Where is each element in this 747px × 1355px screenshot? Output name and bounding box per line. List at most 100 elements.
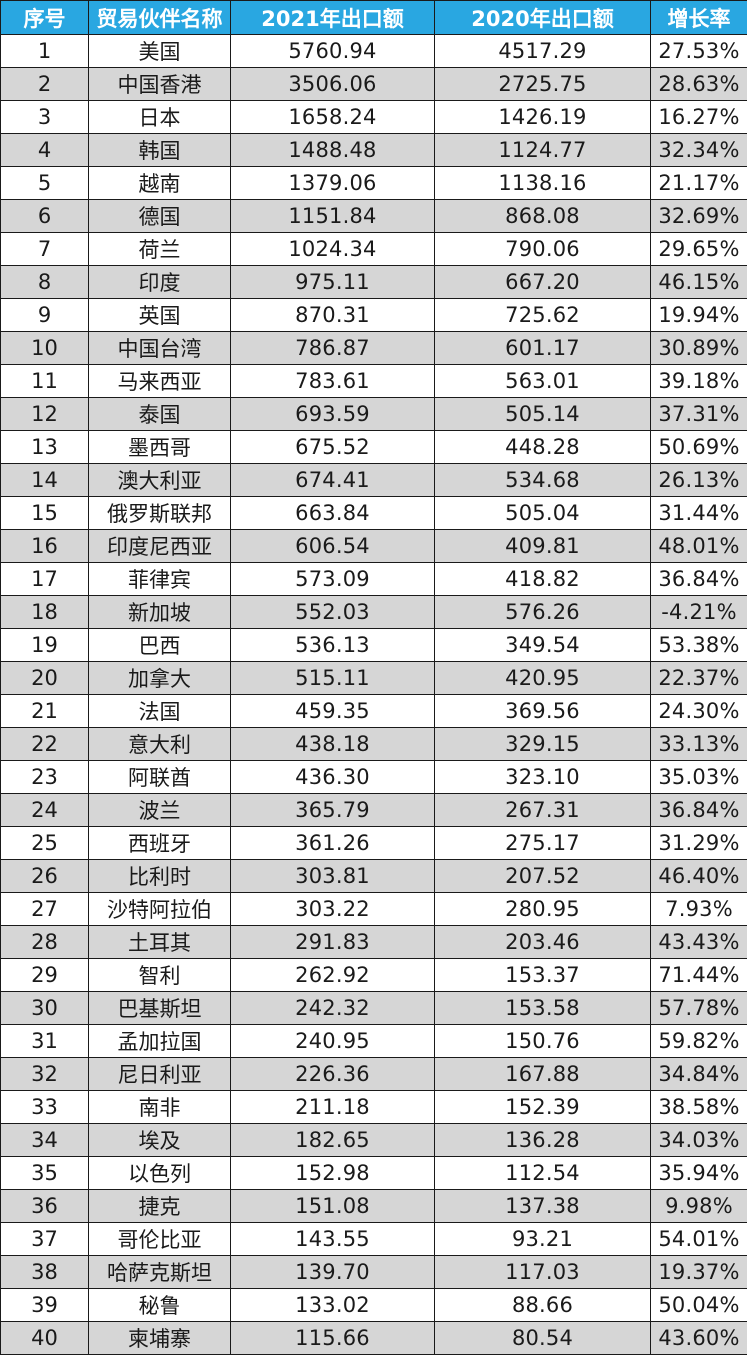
cell-rank: 17 bbox=[1, 563, 89, 596]
cell-export-2021: 975.11 bbox=[231, 266, 435, 299]
cell-rank: 7 bbox=[1, 233, 89, 266]
cell-partner-name: 德国 bbox=[89, 200, 231, 233]
cell-export-2021: 459.35 bbox=[231, 695, 435, 728]
cell-rank: 39 bbox=[1, 1289, 89, 1322]
cell-export-2021: 783.61 bbox=[231, 365, 435, 398]
cell-rank: 33 bbox=[1, 1091, 89, 1124]
header-export-2021: 2021年出口额 bbox=[231, 1, 435, 35]
cell-growth-rate: 30.89% bbox=[651, 332, 747, 365]
cell-growth-rate: 36.84% bbox=[651, 563, 747, 596]
cell-export-2020: 349.54 bbox=[435, 629, 651, 662]
cell-export-2020: 601.17 bbox=[435, 332, 651, 365]
cell-growth-rate: 48.01% bbox=[651, 530, 747, 563]
cell-partner-name: 以色列 bbox=[89, 1157, 231, 1190]
cell-export-2021: 1488.48 bbox=[231, 134, 435, 167]
cell-partner-name: 西班牙 bbox=[89, 827, 231, 860]
cell-growth-rate: 38.58% bbox=[651, 1091, 747, 1124]
cell-export-2020: 150.76 bbox=[435, 1025, 651, 1058]
cell-partner-name: 印度 bbox=[89, 266, 231, 299]
cell-partner-name: 中国台湾 bbox=[89, 332, 231, 365]
cell-rank: 35 bbox=[1, 1157, 89, 1190]
cell-export-2020: 505.04 bbox=[435, 497, 651, 530]
cell-export-2021: 1151.84 bbox=[231, 200, 435, 233]
cell-rank: 40 bbox=[1, 1322, 89, 1355]
cell-export-2020: 88.66 bbox=[435, 1289, 651, 1322]
cell-export-2020: 725.62 bbox=[435, 299, 651, 332]
cell-growth-rate: 46.15% bbox=[651, 266, 747, 299]
cell-growth-rate: 53.38% bbox=[651, 629, 747, 662]
cell-growth-rate: 32.69% bbox=[651, 200, 747, 233]
cell-partner-name: 美国 bbox=[89, 35, 231, 68]
cell-export-2020: 563.01 bbox=[435, 365, 651, 398]
cell-partner-name: 秘鲁 bbox=[89, 1289, 231, 1322]
cell-export-2021: 675.52 bbox=[231, 431, 435, 464]
cell-growth-rate: 29.65% bbox=[651, 233, 747, 266]
cell-export-2020: 275.17 bbox=[435, 827, 651, 860]
cell-export-2020: 4517.29 bbox=[435, 35, 651, 68]
cell-partner-name: 哥伦比亚 bbox=[89, 1223, 231, 1256]
cell-partner-name: 孟加拉国 bbox=[89, 1025, 231, 1058]
cell-partner-name: 俄罗斯联邦 bbox=[89, 497, 231, 530]
cell-partner-name: 巴西 bbox=[89, 629, 231, 662]
header-export-2020: 2020年出口额 bbox=[435, 1, 651, 35]
cell-growth-rate: 46.40% bbox=[651, 860, 747, 893]
cell-growth-rate: 54.01% bbox=[651, 1223, 747, 1256]
cell-rank: 22 bbox=[1, 728, 89, 761]
cell-rank: 10 bbox=[1, 332, 89, 365]
cell-export-2020: 167.88 bbox=[435, 1058, 651, 1091]
cell-partner-name: 菲律宾 bbox=[89, 563, 231, 596]
cell-partner-name: 波兰 bbox=[89, 794, 231, 827]
cell-export-2021: 515.11 bbox=[231, 662, 435, 695]
cell-export-2020: 448.28 bbox=[435, 431, 651, 464]
cell-rank: 37 bbox=[1, 1223, 89, 1256]
cell-rank: 14 bbox=[1, 464, 89, 497]
cell-rank: 26 bbox=[1, 860, 89, 893]
cell-export-2020: 409.81 bbox=[435, 530, 651, 563]
cell-rank: 23 bbox=[1, 761, 89, 794]
cell-export-2020: 868.08 bbox=[435, 200, 651, 233]
cell-export-2020: 1124.77 bbox=[435, 134, 651, 167]
cell-export-2021: 536.13 bbox=[231, 629, 435, 662]
cell-growth-rate: 22.37% bbox=[651, 662, 747, 695]
cell-rank: 21 bbox=[1, 695, 89, 728]
cell-growth-rate: 32.34% bbox=[651, 134, 747, 167]
cell-rank: 32 bbox=[1, 1058, 89, 1091]
cell-partner-name: 柬埔寨 bbox=[89, 1322, 231, 1355]
cell-rank: 15 bbox=[1, 497, 89, 530]
cell-export-2021: 693.59 bbox=[231, 398, 435, 431]
cell-export-2020: 667.20 bbox=[435, 266, 651, 299]
cell-partner-name: 日本 bbox=[89, 101, 231, 134]
cell-export-2020: 153.58 bbox=[435, 992, 651, 1025]
cell-growth-rate: 50.69% bbox=[651, 431, 747, 464]
cell-export-2021: 870.31 bbox=[231, 299, 435, 332]
cell-rank: 12 bbox=[1, 398, 89, 431]
cell-partner-name: 埃及 bbox=[89, 1124, 231, 1157]
cell-export-2021: 242.32 bbox=[231, 992, 435, 1025]
cell-growth-rate: 50.04% bbox=[651, 1289, 747, 1322]
cell-rank: 16 bbox=[1, 530, 89, 563]
cell-export-2021: 552.03 bbox=[231, 596, 435, 629]
cell-growth-rate: 34.84% bbox=[651, 1058, 747, 1091]
cell-export-2020: 576.26 bbox=[435, 596, 651, 629]
cell-export-2021: 303.81 bbox=[231, 860, 435, 893]
cell-rank: 8 bbox=[1, 266, 89, 299]
cell-growth-rate: 71.44% bbox=[651, 959, 747, 992]
cell-export-2021: 291.83 bbox=[231, 926, 435, 959]
cell-export-2021: 143.55 bbox=[231, 1223, 435, 1256]
